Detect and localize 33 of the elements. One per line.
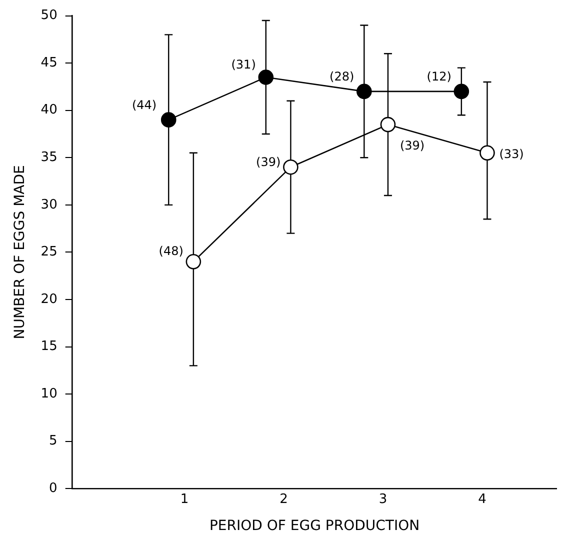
y-tick-label: 15 <box>40 339 58 354</box>
point <box>480 145 495 161</box>
x-tick-label: 3 <box>378 492 388 507</box>
x-tick-label: 4 <box>478 492 486 507</box>
y-tick-label: 20 <box>40 292 58 307</box>
point <box>454 84 470 100</box>
point <box>380 116 396 132</box>
point <box>160 112 176 128</box>
y-tick-label: 10 <box>40 386 58 402</box>
y-tick-label: 0 <box>49 480 58 496</box>
annotation: (48) <box>158 244 184 258</box>
annotation: (44) <box>132 98 157 112</box>
y-tick-label: 30 <box>40 197 58 212</box>
x-tick-label: 1 <box>180 492 189 507</box>
annotation: (31) <box>231 57 256 72</box>
annotation: (12) <box>426 70 452 84</box>
annotation: (39) <box>400 138 425 153</box>
y-tick-label: 5 <box>49 434 58 449</box>
y-tick-label: 25 <box>40 244 58 260</box>
annotation: (28) <box>330 70 354 84</box>
point <box>283 159 298 175</box>
y-tick-label: 40 <box>40 102 58 118</box>
x-axis-title: PERIOD OF EGG PRODUCTION <box>209 518 420 534</box>
x-tick-label: 2 <box>280 492 288 507</box>
y-tick-label: 50 <box>40 8 58 24</box>
annotation: (39) <box>256 155 281 170</box>
annotation: (33) <box>499 147 524 162</box>
y-tick-label: 45 <box>40 55 58 70</box>
y-tick-label: 35 <box>40 150 58 166</box>
point <box>258 70 274 85</box>
point <box>186 254 202 270</box>
y-axis-title: NUMBER OF EGGS MADE <box>12 165 28 340</box>
point <box>356 84 372 100</box>
